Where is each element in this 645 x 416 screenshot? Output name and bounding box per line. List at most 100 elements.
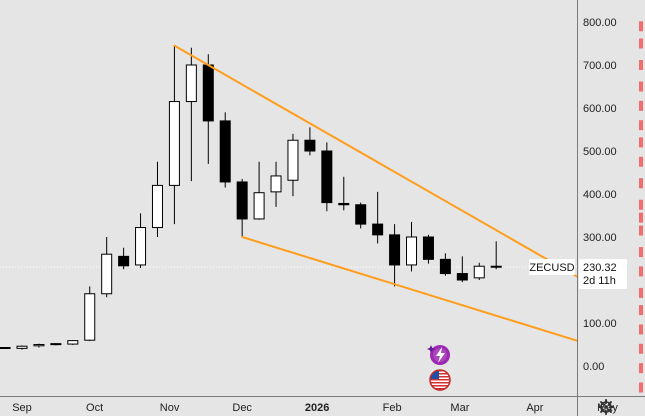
scale-marker (639, 81, 643, 92)
scale-marker (639, 120, 643, 131)
scale-marker (639, 156, 643, 167)
candle-body-up (406, 236, 418, 266)
candle[interactable] (16, 345, 28, 350)
candle-body-up (473, 265, 485, 279)
candle[interactable] (406, 221, 418, 272)
candle[interactable] (439, 253, 451, 276)
candle[interactable] (287, 133, 299, 197)
candle-body-down (389, 234, 401, 266)
candle[interactable] (338, 176, 350, 211)
scale-marker (639, 266, 643, 277)
y-tick-label: 300.00 (583, 232, 617, 244)
candle-body-down (219, 120, 231, 183)
x-tick-label: Oct (86, 402, 103, 414)
scale-marker (639, 100, 643, 111)
candle[interactable] (473, 262, 485, 280)
symbol-label: ZECUSD (529, 262, 574, 274)
scale-marker (639, 38, 643, 49)
candle-body-up (168, 101, 180, 186)
scale-marker (639, 343, 643, 354)
candle-body-down (118, 255, 130, 267)
scale-marker (639, 247, 643, 258)
y-tick-label: 400.00 (583, 189, 617, 201)
scale-marker (639, 305, 643, 316)
candle-body-up (185, 64, 197, 103)
scale-marker (639, 225, 643, 236)
candle[interactable] (372, 191, 384, 244)
candle-body-up (490, 265, 502, 268)
symbol-badge (529, 258, 575, 275)
candle[interactable] (355, 202, 367, 229)
x-tick-label: 2026 (305, 402, 329, 414)
y-tick-label: 0.00 (583, 361, 604, 373)
scale-marker (639, 178, 643, 189)
candle[interactable] (101, 237, 113, 298)
scale-marker (639, 60, 643, 70)
price-badge (579, 258, 627, 289)
candle[interactable] (67, 340, 79, 345)
candle-body-up (50, 343, 62, 346)
candle[interactable] (185, 47, 197, 182)
scale-marker (639, 212, 643, 223)
candle[interactable] (253, 161, 265, 220)
candle[interactable] (0, 347, 11, 350)
candle-body-down (355, 204, 367, 225)
candle-body-up (135, 227, 147, 266)
us-flag-icon[interactable] (429, 369, 451, 391)
y-tick-label: 600.00 (583, 103, 617, 115)
candle-body-down (202, 64, 214, 122)
lightning-icon[interactable] (427, 345, 450, 365)
candle[interactable] (304, 127, 316, 156)
candle-body-up (0, 347, 11, 350)
x-tick-label: Feb (383, 402, 402, 414)
plot-area[interactable] (0, 44, 645, 369)
last-price-label: 230.32 (583, 262, 617, 274)
y-tick-label: 700.00 (583, 60, 617, 72)
candle[interactable] (422, 234, 434, 264)
candle-body-up (270, 175, 282, 193)
candle-body-up (253, 192, 265, 220)
candle-body-down (304, 139, 316, 152)
candle[interactable] (321, 142, 333, 212)
candle[interactable] (135, 213, 147, 268)
candle[interactable] (219, 112, 231, 188)
settings-gear-icon[interactable] (598, 399, 614, 415)
countdown-label: 2d 11h (583, 275, 616, 287)
candle[interactable] (456, 256, 468, 283)
candle[interactable] (389, 224, 401, 287)
candle-body-up (67, 340, 79, 345)
upper-trendline[interactable] (173, 44, 645, 328)
y-tick-label: 800.00 (583, 17, 617, 29)
candle-body-down (372, 223, 384, 236)
candle[interactable] (236, 178, 248, 237)
scale-marker (639, 137, 643, 148)
x-tick-label: Nov (160, 402, 180, 414)
candle[interactable] (270, 161, 282, 207)
scale-marker (639, 382, 643, 393)
candle-body-down (439, 258, 451, 275)
y-tick-label: 100.00 (583, 318, 617, 330)
candle-body-up (101, 253, 113, 295)
candle-body-down (456, 273, 468, 281)
candle[interactable] (151, 161, 163, 237)
candle-body-up (84, 293, 96, 341)
scale-marker (639, 199, 643, 210)
x-tick-label: Dec (232, 402, 252, 414)
candle[interactable] (84, 286, 96, 342)
x-tick-label: Mar (450, 402, 469, 414)
candle[interactable] (50, 343, 62, 346)
candle[interactable] (490, 241, 502, 270)
scale-marker (639, 324, 643, 335)
candle[interactable] (118, 247, 130, 270)
candle-body-down (338, 202, 350, 206)
scale-marker (639, 21, 643, 32)
candle-body-down (321, 150, 333, 204)
candle-body-up (33, 344, 45, 347)
candle[interactable] (168, 45, 180, 225)
candle[interactable] (33, 343, 45, 348)
lower-trendline[interactable] (241, 236, 645, 368)
